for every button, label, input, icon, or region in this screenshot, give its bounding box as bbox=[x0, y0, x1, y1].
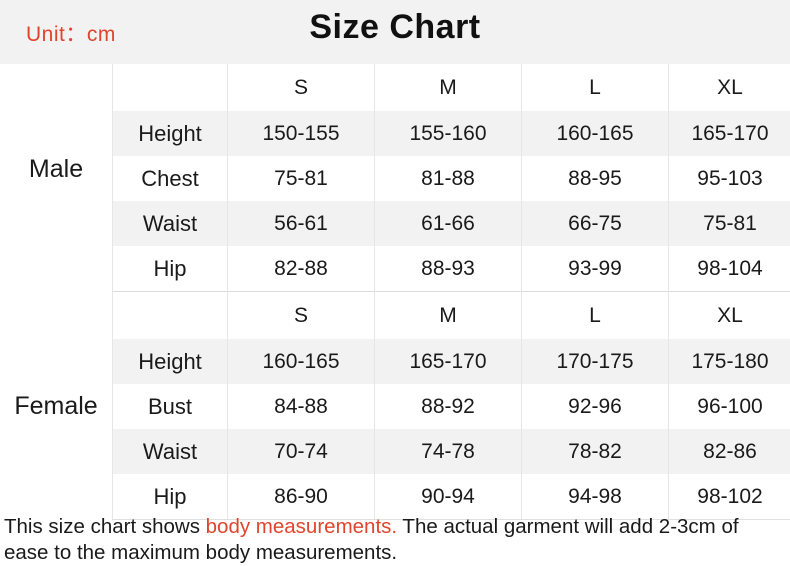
cell-value: 88-92 bbox=[374, 384, 522, 429]
cell-value: 98-102 bbox=[668, 474, 790, 520]
cell-value: 88-93 bbox=[374, 246, 522, 292]
size-header-xl: XL bbox=[668, 64, 790, 111]
cell-value: 175-180 bbox=[668, 339, 790, 384]
cell-value: 90-94 bbox=[374, 474, 522, 520]
cell-value: 75-81 bbox=[668, 201, 790, 246]
cell-value: 88-95 bbox=[521, 156, 669, 201]
size-header-xl: XL bbox=[668, 291, 790, 339]
table-row: Waist 70-74 74-78 78-82 82-86 bbox=[112, 429, 790, 474]
cell-value: 81-88 bbox=[374, 156, 522, 201]
cell-value: 98-104 bbox=[668, 246, 790, 292]
cell-value: 78-82 bbox=[521, 429, 669, 474]
cell-value: 82-88 bbox=[227, 246, 375, 292]
measure-label: Waist bbox=[112, 429, 228, 474]
page-title: Size Chart bbox=[309, 8, 481, 46]
table-row: Height 150-155 155-160 160-165 165-170 bbox=[112, 111, 790, 156]
size-header-l: L bbox=[521, 64, 669, 111]
table-row: Chest 75-81 81-88 88-95 95-103 bbox=[112, 156, 790, 201]
measure-label: Height bbox=[112, 111, 228, 156]
footnote-part-1: This size chart shows bbox=[4, 515, 206, 538]
table-header-row-female: S M L XL bbox=[112, 291, 790, 339]
cell-value: 165-170 bbox=[668, 111, 790, 156]
group-label-male: Male bbox=[28, 155, 84, 183]
size-header-l: L bbox=[521, 291, 669, 339]
cell-value: 75-81 bbox=[227, 156, 375, 201]
cell-value: 70-74 bbox=[227, 429, 375, 474]
cell-value: 66-75 bbox=[521, 201, 669, 246]
table-row: Bust 84-88 88-92 92-96 96-100 bbox=[112, 384, 790, 429]
size-header-s: S bbox=[227, 291, 375, 339]
table-row: Hip 86-90 90-94 94-98 98-102 bbox=[112, 474, 790, 520]
size-chart-table: S M L XL Height 150-155 155-160 160-165 … bbox=[112, 64, 790, 520]
cell-value: 160-165 bbox=[521, 111, 669, 156]
cell-value: 95-103 bbox=[668, 156, 790, 201]
cell-value: 84-88 bbox=[227, 384, 375, 429]
footnote: This size chart shows body measurements.… bbox=[4, 514, 788, 566]
cell-value: 160-165 bbox=[227, 339, 375, 384]
measure-label: Height bbox=[112, 339, 228, 384]
footnote-part-2: The actual garment will add 2-3cm of eas… bbox=[4, 515, 739, 564]
measure-label: Hip bbox=[112, 246, 228, 292]
cell-value: 92-96 bbox=[521, 384, 669, 429]
cell-value: 56-61 bbox=[227, 201, 375, 246]
cell-value: 150-155 bbox=[227, 111, 375, 156]
footnote-highlight: body measurements. bbox=[205, 515, 398, 538]
cell-value: 61-66 bbox=[374, 201, 522, 246]
cell-value: 155-160 bbox=[374, 111, 522, 156]
header-banner bbox=[0, 0, 790, 64]
measure-label: Bust bbox=[112, 384, 228, 429]
table-row: Height 160-165 165-170 170-175 175-180 bbox=[112, 339, 790, 384]
table-header-row-male: S M L XL bbox=[112, 64, 790, 111]
cell-value: 74-78 bbox=[374, 429, 522, 474]
measure-label: Hip bbox=[112, 474, 228, 520]
cell-value: 94-98 bbox=[521, 474, 669, 520]
cell-value: 96-100 bbox=[668, 384, 790, 429]
size-header-m: M bbox=[374, 291, 522, 339]
cell-value: 165-170 bbox=[374, 339, 522, 384]
cell-value: 170-175 bbox=[521, 339, 669, 384]
cell-value: 82-86 bbox=[668, 429, 790, 474]
size-header-s: S bbox=[227, 64, 375, 111]
table-row: Waist 56-61 61-66 66-75 75-81 bbox=[112, 201, 790, 246]
unit-label: Unit：cm bbox=[26, 23, 116, 46]
size-header-m: M bbox=[374, 64, 522, 111]
header-corner-male bbox=[112, 64, 228, 111]
measure-label: Waist bbox=[112, 201, 228, 246]
cell-value: 86-90 bbox=[227, 474, 375, 520]
group-label-female: Female bbox=[14, 392, 98, 420]
cell-value: 93-99 bbox=[521, 246, 669, 292]
header-corner-female bbox=[112, 291, 228, 339]
measure-label: Chest bbox=[112, 156, 228, 201]
table-row: Hip 82-88 88-93 93-99 98-104 bbox=[112, 246, 790, 292]
